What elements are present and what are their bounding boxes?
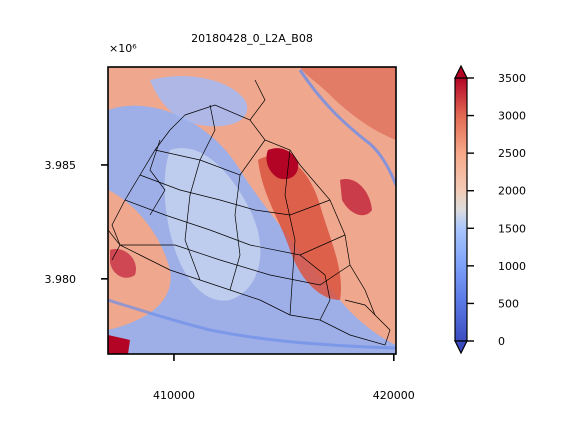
raster-warm-region [258, 155, 341, 300]
x-tick-label: 420000 [373, 389, 415, 402]
colorbar-tick-label: 1500 [498, 222, 526, 235]
raster-image [108, 67, 396, 354]
boundary-inner-4 [120, 244, 351, 286]
colorbar-gradient [454, 77, 468, 342]
raster-hot-region-4 [110, 249, 136, 278]
plot-frame [107, 66, 397, 355]
y-axis: 3.980 3.985 [45, 159, 108, 286]
y-tick-label: 3.985 [45, 159, 77, 172]
raster-hot-region-3 [340, 179, 372, 216]
boundary-inner-2 [139, 174, 331, 216]
colorbar: 0 500 1000 1500 2000 2500 3000 3500 [454, 64, 526, 355]
colorbar-tick-label: 3500 [498, 72, 526, 85]
x-tick-label: 410000 [153, 389, 195, 402]
colorbar-extend-min [454, 340, 468, 355]
colorbar-ticks: 0 500 1000 1500 2000 2500 3000 3500 [467, 72, 526, 348]
river-line [298, 69, 396, 186]
colorbar-tick-label: 1000 [498, 260, 526, 273]
colorbar-tick-label: 2000 [498, 185, 526, 198]
raster-cool-region-2 [150, 76, 248, 127]
boundary-inner-13 [108, 229, 121, 261]
colorbar-tick-label: 0 [498, 335, 505, 348]
raster-light-region [164, 148, 261, 301]
boundary-inner-3 [124, 199, 346, 256]
boundary-inner-6 [229, 174, 241, 291]
colorbar-tick-label: 3000 [498, 110, 526, 123]
x-axis: 410000 420000 [153, 354, 415, 402]
y-tick-label: 3.980 [45, 273, 77, 286]
boundary-inner-11 [149, 139, 166, 216]
colorbar-extend-max [454, 64, 468, 79]
y-offset-label: ×10⁶ [109, 42, 137, 55]
boundary-inner-10 [249, 79, 266, 121]
raster-hot-region [266, 148, 299, 180]
chart-title: 20180428_0_L2A_B08 [191, 32, 313, 45]
river-line-2 [108, 298, 396, 350]
colorbar-tick-label: 2500 [498, 147, 526, 160]
boundary-inner-9 [199, 104, 216, 161]
raster-warm-region-2 [300, 67, 396, 140]
boundary-inner-5 [184, 159, 201, 281]
boundary-inner-7 [284, 149, 296, 316]
raster-hot-region-2 [108, 335, 130, 354]
boundary-inner-12 [344, 299, 376, 316]
boundary-outline [111, 104, 391, 346]
boundary-overlay [108, 79, 391, 346]
boundary-inner-8 [299, 254, 331, 321]
colorbar-tick-label: 500 [498, 297, 519, 310]
boundary-inner-1 [154, 139, 266, 176]
